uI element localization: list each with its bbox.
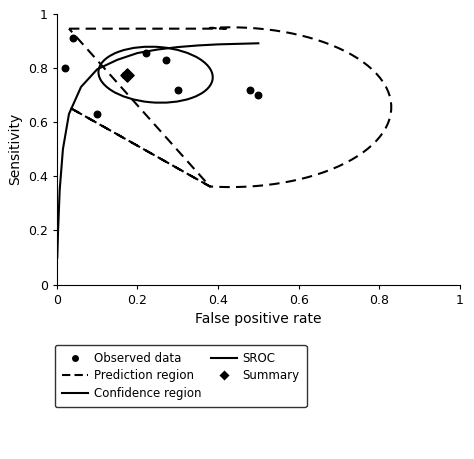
X-axis label: False positive rate: False positive rate (195, 312, 321, 326)
Point (142, 50, 149, 57)
Y-axis label: Sensitivity: Sensitivity (9, 113, 22, 185)
Point (69, 34, 77, 42)
Point (174, 86, 182, 93)
Legend: Observed data, Prediction region, Confidence region, SROC, Summary: Observed data, Prediction region, Confid… (55, 345, 307, 407)
Point (93, 110, 101, 118)
Point (255, 91, 262, 99)
Point (246, 86, 254, 93)
Point (162, 56, 170, 63)
Point (124, 71, 131, 78)
Point (61, 64, 69, 72)
Point (121, 71, 129, 78)
